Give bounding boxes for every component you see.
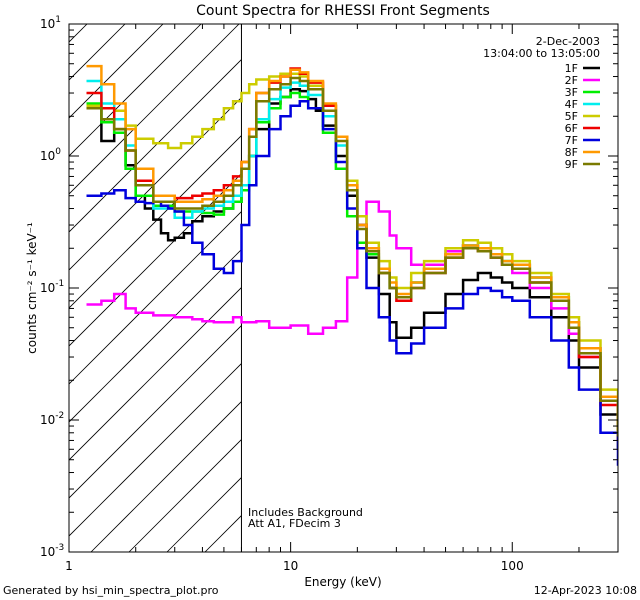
legend-label-5F: 5F [565,110,578,123]
y-tick-label: 10-3 [40,543,64,559]
legend-label-8F: 8F [565,146,578,159]
x-axis-label: Energy (keV) [304,575,381,589]
series-line-8F [86,64,618,433]
hatch-line [69,58,242,233]
y-tick-label: 10-2 [40,411,64,427]
hatch-line [0,0,107,552]
hatch-line [69,286,242,461]
x-tick-label: 100 [501,559,524,573]
footer-timestamp: 12-Apr-2023 10:08 [534,584,637,597]
y-tick-label: 100 [40,147,61,163]
time-range-label: 13:04:00 to 13:05:00 [483,47,600,60]
annotation-attenuator: Att A1, FDecim 3 [248,517,341,530]
legend-label-7F: 7F [565,134,578,147]
hatch-line [69,134,242,309]
hatch-line [69,24,126,81]
chart-title: Count Spectra for RHESSI Front Segments [196,3,490,19]
legend-label-9F: 9F [565,158,578,171]
hatch-line [69,362,242,537]
series-line-5F [86,72,618,426]
legend-label-1F: 1F [565,62,578,75]
x-tick-label: 1 [65,559,73,573]
hatch-line [69,324,242,499]
hatch-line [281,0,640,552]
legend-label-4F: 4F [565,98,578,111]
footer-generator: Generated by hsi_min_spectra_plot.pro [3,584,219,597]
legend-label-3F: 3F [565,86,578,99]
hatch-line [243,0,640,552]
date-label: 2-Dec-2003 [536,35,600,48]
y-tick-label: 10-1 [40,279,64,295]
hatch-line [128,438,242,552]
y-axis-label: counts cm⁻² s⁻¹ keV⁻¹ [25,222,39,354]
x-tick-label: 10 [283,559,298,573]
series-line-9F [86,76,618,437]
series-line-2F [86,200,618,426]
hatch-line [357,0,640,552]
hatch-line [69,96,242,271]
y-tick-label: 101 [40,15,61,31]
series-line-6F [86,67,618,441]
legend-label-6F: 6F [565,122,578,135]
legend-label-2F: 2F [565,74,578,87]
series-line-4F [86,79,618,433]
hatch-line [0,0,145,552]
series-line-7F [86,99,618,466]
hatch-line [90,400,242,552]
hatch-line [69,24,164,119]
hatch-line [69,24,240,195]
annotation-background: Includes Background [248,506,363,519]
